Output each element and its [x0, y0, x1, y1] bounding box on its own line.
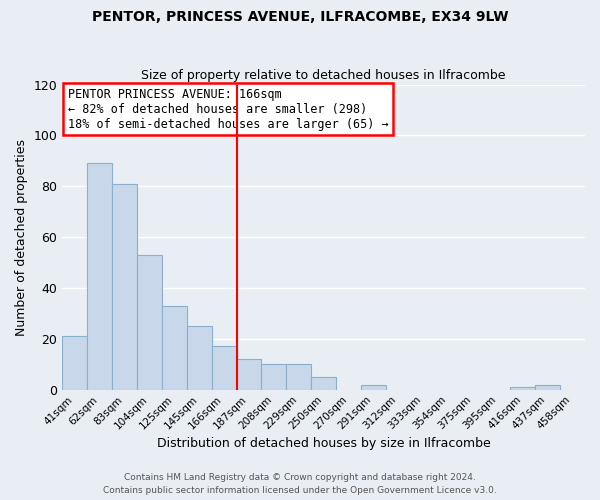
- Bar: [112, 184, 137, 390]
- Bar: [87, 164, 112, 390]
- Bar: [212, 346, 236, 390]
- Bar: [535, 384, 560, 390]
- Bar: [311, 377, 336, 390]
- Bar: [236, 359, 262, 390]
- Bar: [361, 384, 386, 390]
- Bar: [162, 306, 187, 390]
- Y-axis label: Number of detached properties: Number of detached properties: [15, 138, 28, 336]
- Title: Size of property relative to detached houses in Ilfracombe: Size of property relative to detached ho…: [142, 69, 506, 82]
- Bar: [262, 364, 286, 390]
- Text: Contains HM Land Registry data © Crown copyright and database right 2024.
Contai: Contains HM Land Registry data © Crown c…: [103, 474, 497, 495]
- Text: PENTOR PRINCESS AVENUE: 166sqm
← 82% of detached houses are smaller (298)
18% of: PENTOR PRINCESS AVENUE: 166sqm ← 82% of …: [68, 88, 388, 130]
- X-axis label: Distribution of detached houses by size in Ilfracombe: Distribution of detached houses by size …: [157, 437, 491, 450]
- Bar: [286, 364, 311, 390]
- Bar: [187, 326, 212, 390]
- Text: PENTOR, PRINCESS AVENUE, ILFRACOMBE, EX34 9LW: PENTOR, PRINCESS AVENUE, ILFRACOMBE, EX3…: [92, 10, 508, 24]
- Bar: [62, 336, 87, 390]
- Bar: [511, 387, 535, 390]
- Bar: [137, 255, 162, 390]
